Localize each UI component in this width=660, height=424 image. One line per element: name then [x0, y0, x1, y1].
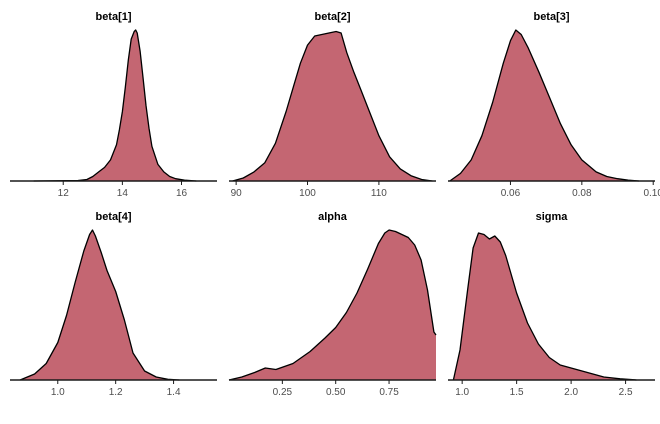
x-tick-label: 90 — [231, 188, 243, 199]
facet-panels: beta[1] 12 14 16 beta[2] 90 100 110 beta[3] 0.06 0… — [10, 11, 660, 398]
x-tick-label: 1.2 — [109, 387, 123, 398]
density-line — [232, 30, 433, 182]
panel-beta-4: beta[4] 1.0 1.2 1.4 — [10, 211, 217, 398]
panel-title: sigma — [536, 211, 569, 223]
panel-beta-1: beta[1] 12 14 16 — [10, 11, 217, 199]
x-tick-label: 0.08 — [572, 188, 592, 199]
density-line — [19, 229, 180, 381]
density-area — [232, 31, 433, 181]
panel-title: beta[4] — [95, 211, 131, 223]
panel-beta-2: beta[2] 90 100 110 — [229, 11, 436, 199]
x-tick-label: 1.0 — [51, 387, 65, 398]
panel-title: alpha — [318, 211, 348, 223]
x-tick-label: 2.0 — [564, 387, 578, 398]
x-tick-label: 2.5 — [619, 387, 633, 398]
panel-title: beta[3] — [533, 11, 569, 23]
panel-title: beta[2] — [314, 11, 350, 23]
x-tick-label: 100 — [299, 188, 316, 199]
x-tick-label: 0.75 — [379, 387, 399, 398]
panel-beta-3: beta[3] 0.06 0.08 0.10 — [448, 11, 660, 199]
density-line — [452, 232, 637, 381]
x-tick-label: 0.10 — [643, 188, 660, 199]
density-line — [449, 29, 639, 182]
x-tick-label: 14 — [117, 188, 129, 199]
x-tick-label: 16 — [176, 188, 188, 199]
density-area — [20, 230, 180, 380]
x-tick-label: 0.50 — [326, 387, 346, 398]
x-tick-label: 110 — [371, 188, 387, 199]
x-tick-label: 1.0 — [455, 387, 469, 398]
panel-sigma: sigma 1.0 1.5 2.0 2.5 — [448, 211, 655, 398]
x-tick-label: 1.5 — [510, 387, 524, 398]
density-area — [229, 230, 436, 380]
density-line — [228, 229, 437, 381]
density-area — [33, 30, 197, 181]
panel-title: beta[1] — [95, 11, 131, 23]
density-area — [453, 233, 637, 380]
panel-alpha: alpha 0.25 0.50 0.75 — [228, 211, 437, 398]
x-tick-label: 0.06 — [501, 188, 521, 199]
density-area — [449, 30, 639, 181]
density-line — [33, 29, 197, 182]
x-tick-label: 1.4 — [167, 387, 181, 398]
x-tick-label: 0.25 — [273, 387, 293, 398]
x-tick-label: 12 — [58, 188, 70, 199]
